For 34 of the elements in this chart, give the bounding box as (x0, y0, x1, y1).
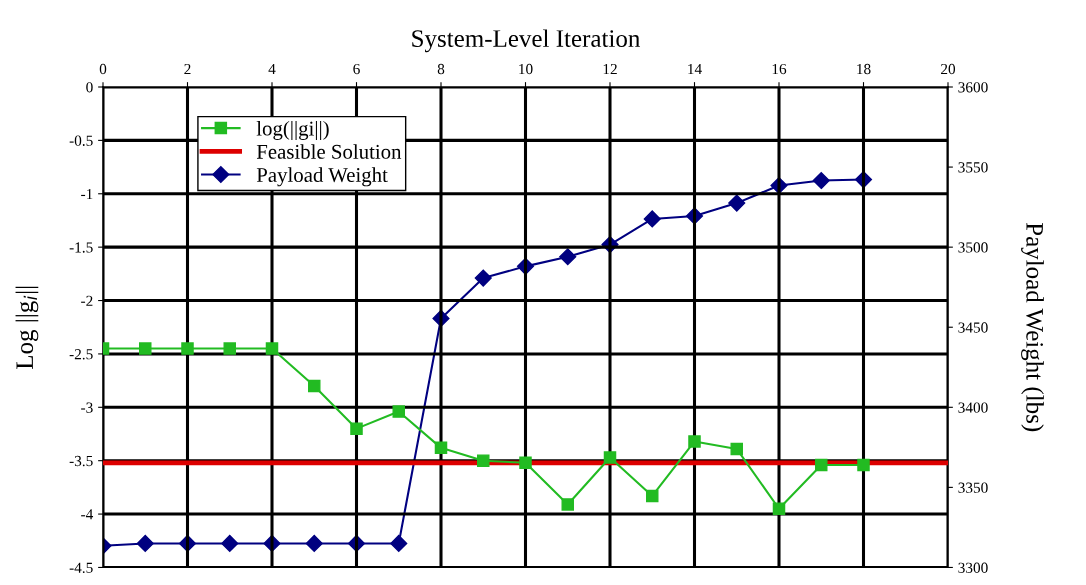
y-tick-label: -0.5 (69, 135, 93, 146)
x-axis-title: System-Level Iteration (412, 29, 641, 53)
y-axis-title: Log ||g$_{i}$|| (15, 286, 39, 370)
y2-tick-label: 3350 (958, 482, 988, 493)
y2-tick-label: 3600 (958, 82, 988, 93)
y-tick-label: -3 (81, 402, 93, 413)
x-tick-label: 10 (519, 63, 533, 75)
x-tick-label: 14 (688, 63, 702, 75)
x-tick-label: 4 (268, 63, 276, 75)
y-tick-label: -1 (81, 188, 93, 200)
y2-axis-title: Payload Weight (lbs) (1021, 222, 1044, 432)
y-tick-label: -1.5 (69, 242, 93, 253)
y2-tick-label: 3300 (958, 562, 988, 573)
y2-tick-label: 3400 (958, 402, 988, 413)
y2-tick-label: 3550 (958, 162, 988, 173)
y-tick-label: -2 (81, 295, 93, 306)
y-tick-label: -2.5 (69, 349, 93, 360)
legend-label: Payload Weight (256, 167, 388, 187)
x-tick-label: 12 (603, 63, 617, 75)
x-tick-label: 18 (857, 63, 871, 75)
y-tick-label: -4 (81, 509, 94, 520)
x-tick-label: 2 (184, 63, 191, 75)
legend-label: log(||gi||) (256, 120, 329, 140)
y-tick-label: 0 (86, 82, 93, 93)
x-tick-label: 6 (353, 63, 360, 75)
x-tick-label: 8 (437, 63, 445, 75)
legend-label: Feasible Solution (256, 144, 402, 159)
y2-tick-label: 3500 (958, 242, 988, 253)
x-tick-label: 16 (772, 63, 787, 75)
x-tick-label: 0 (99, 63, 107, 75)
x-tick-label: 20 (941, 63, 956, 75)
y-tick-label: -3.5 (69, 455, 93, 467)
y-tick-label: -4.5 (69, 562, 93, 573)
y2-tick-label: 3450 (958, 322, 988, 333)
